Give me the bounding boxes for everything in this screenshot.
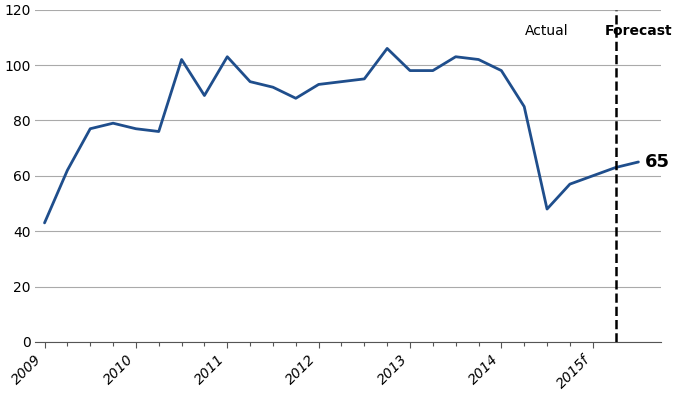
Text: Actual: Actual bbox=[525, 24, 569, 38]
Text: Forecast: Forecast bbox=[605, 24, 673, 38]
Text: 65: 65 bbox=[645, 153, 670, 171]
